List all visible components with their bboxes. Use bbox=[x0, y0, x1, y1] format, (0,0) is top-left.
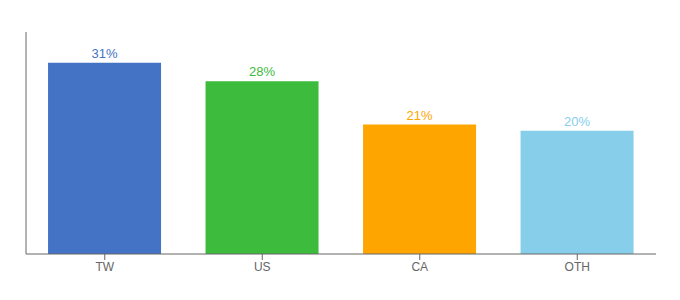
svg-text:CA: CA bbox=[411, 260, 428, 274]
svg-text:OTH: OTH bbox=[565, 260, 590, 274]
svg-text:TW: TW bbox=[95, 260, 114, 274]
svg-text:US: US bbox=[254, 260, 271, 274]
svg-text:21%: 21% bbox=[407, 108, 433, 123]
svg-text:31%: 31% bbox=[92, 46, 118, 61]
svg-text:28%: 28% bbox=[249, 64, 275, 79]
svg-text:20%: 20% bbox=[564, 114, 590, 129]
